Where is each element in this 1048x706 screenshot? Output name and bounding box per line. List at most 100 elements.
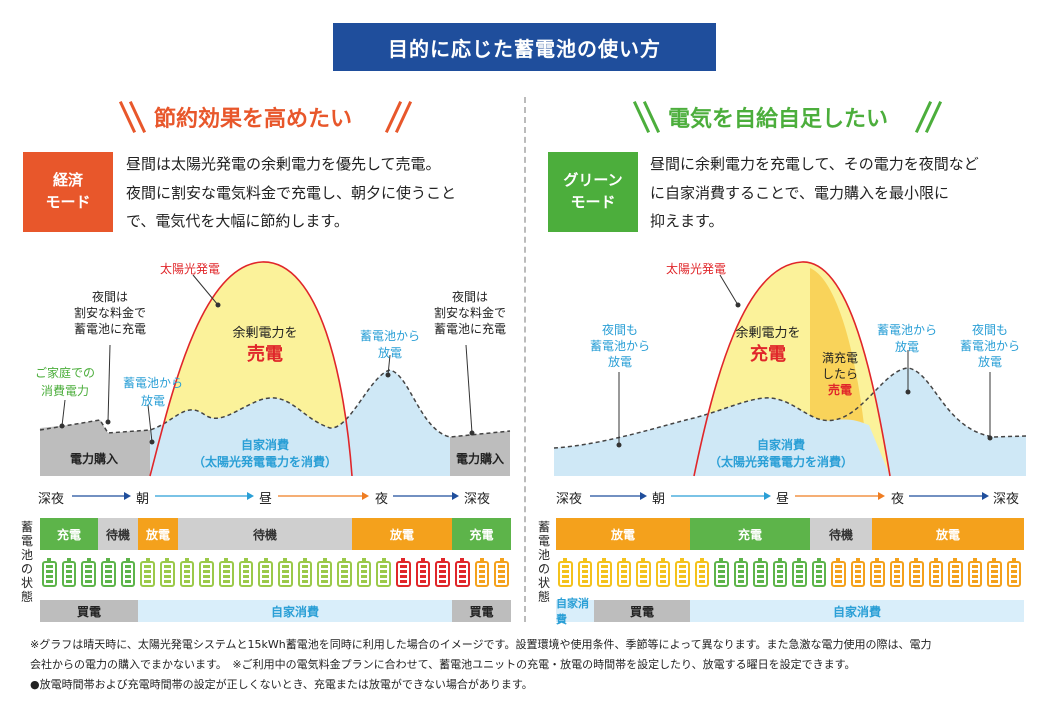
battery-icon [909, 558, 924, 587]
time-label: 昼 [776, 492, 790, 507]
night-discharge-label-left: 夜間も 蓄電池から 放電 [570, 322, 670, 370]
usage-segment: 買電 [594, 600, 690, 622]
label-line: 夜間は [451, 290, 488, 304]
pointer-dot [987, 435, 993, 441]
battery-icon [258, 558, 273, 587]
arrowhead [982, 492, 989, 500]
night-charge-label-right: 夜間は 割安な料金で 蓄電池に充電 [420, 289, 520, 337]
time-label: 朝 [652, 492, 666, 507]
economy-mode-badge: 経済 モード [23, 152, 113, 232]
solar-label: 太陽光発電 [160, 262, 221, 276]
label-line: 放電 [377, 346, 402, 360]
pointer-dot [105, 419, 111, 425]
arrowhead [764, 492, 771, 500]
self-consumption-sub: （太陽光発電電力を消費） [708, 455, 853, 469]
leader-line [387, 354, 391, 376]
battery-icon [396, 558, 411, 587]
arrowhead [878, 492, 885, 500]
desc-line: 昼間は太陽光発電の余剰電力を優先して売電。 [126, 155, 441, 173]
battery-icon [101, 558, 116, 587]
state-segment: 充電 [40, 518, 98, 550]
sell-label: 売電 [247, 344, 283, 365]
leader-line [192, 274, 219, 306]
desc-line: で、電気代を大幅に節約します。 [126, 212, 349, 230]
label-line: 割安な料金で [433, 306, 506, 320]
label-line: したら [821, 367, 858, 381]
leader-line [107, 344, 111, 423]
time-label: 朝 [136, 492, 150, 507]
battery-icon [317, 558, 332, 587]
pointer-dot [735, 302, 741, 308]
pointer-dot [59, 423, 65, 429]
charge-label: 充電 [750, 344, 786, 365]
label-line: 蓄電池から [876, 323, 937, 337]
battery-icon [120, 558, 136, 587]
pointer-dot [905, 389, 911, 395]
solar-self-area [694, 397, 890, 476]
time-label: 夜 [375, 492, 389, 507]
battery-icon [889, 558, 904, 587]
self-consumption-label: 自家消費 [756, 438, 805, 452]
battery-icon [376, 558, 391, 587]
label-line: 放電 [894, 340, 919, 354]
battery-icon [494, 558, 509, 587]
label-line: 満充電 [821, 351, 858, 365]
arrowhead [362, 492, 369, 500]
battery-icon [987, 558, 1002, 587]
battery-discharge-label-left: 蓄電池から 放電 [108, 374, 198, 410]
battery-icon [811, 558, 826, 587]
battery-icon [675, 558, 690, 587]
purchase-area-right [450, 431, 510, 476]
battery-icon [179, 558, 195, 587]
battery-icon [435, 558, 450, 587]
state-segment: 放電 [556, 518, 690, 550]
section-divider [524, 97, 526, 622]
battery-icon [616, 558, 631, 587]
pointer-dot [616, 442, 622, 448]
label-line: 蓄電池に充電 [73, 322, 146, 336]
usage-segment: 自家消費 [556, 597, 594, 626]
battery-icon [870, 558, 885, 587]
time-label: 深夜 [464, 492, 491, 507]
arrowhead [124, 492, 131, 500]
pointer-dot [385, 372, 391, 378]
solar-curve [149, 261, 353, 477]
time-label: 昼 [259, 492, 273, 507]
right-heading: 電気を自給自足したい [668, 107, 889, 132]
battery-icon [356, 558, 372, 587]
label-line: 蓄電池に充電 [433, 322, 506, 336]
surplus-label: 余剰電力を [232, 326, 298, 341]
full-charge-label: 満充電 したら 売電 [810, 350, 870, 398]
solar-label: 太陽光発電 [666, 262, 727, 276]
desc-line: 昼間に余剰電力を充電して、その電力を夜間など [650, 155, 979, 173]
self-consumption-area [150, 370, 450, 476]
battery-icon [928, 558, 943, 587]
footnote: ※グラフは晴天時に、太陽光発電システムと15kWh蓄電池を同時に利用した場合のイ… [30, 638, 932, 651]
label-line: 放電 [607, 355, 632, 369]
leader-line [147, 404, 153, 443]
battery-icon [733, 558, 748, 587]
battery-icon [714, 558, 729, 587]
state-segment: 放電 [138, 518, 178, 550]
battery-icon [948, 558, 963, 587]
leader-line [465, 344, 473, 434]
left-power-chart [39, 261, 511, 477]
surplus-label: 余剰電力を [735, 326, 801, 341]
label-line: 蓄電池から [589, 339, 650, 353]
leader-line [61, 399, 66, 427]
battery-icon [694, 558, 709, 587]
left-heading: 節約効果を高めたい [154, 107, 353, 132]
battery-icon [597, 558, 612, 587]
time-label: 深夜 [38, 492, 65, 507]
battery-icon [278, 558, 293, 587]
state-segment: 待機 [98, 518, 138, 550]
label-line: 放電 [977, 355, 1002, 369]
battery-level-row-left [40, 558, 512, 592]
label-line: 夜間も [971, 323, 1008, 337]
arrowhead [247, 492, 254, 500]
battery-icon [81, 558, 96, 587]
footnote: 会社からの電力の購入でまかないます。 ※ご利用中の電気料金プランに合わせて、蓄電… [30, 658, 856, 671]
left-description: 昼間は太陽光発電の余剰電力を優先して売電。 夜間に割安な電気料金で充電し、朝夕に… [126, 150, 516, 236]
battery-state-label-right: 蓄電池の状態 [537, 520, 550, 604]
state-segment: 充電 [452, 518, 511, 550]
